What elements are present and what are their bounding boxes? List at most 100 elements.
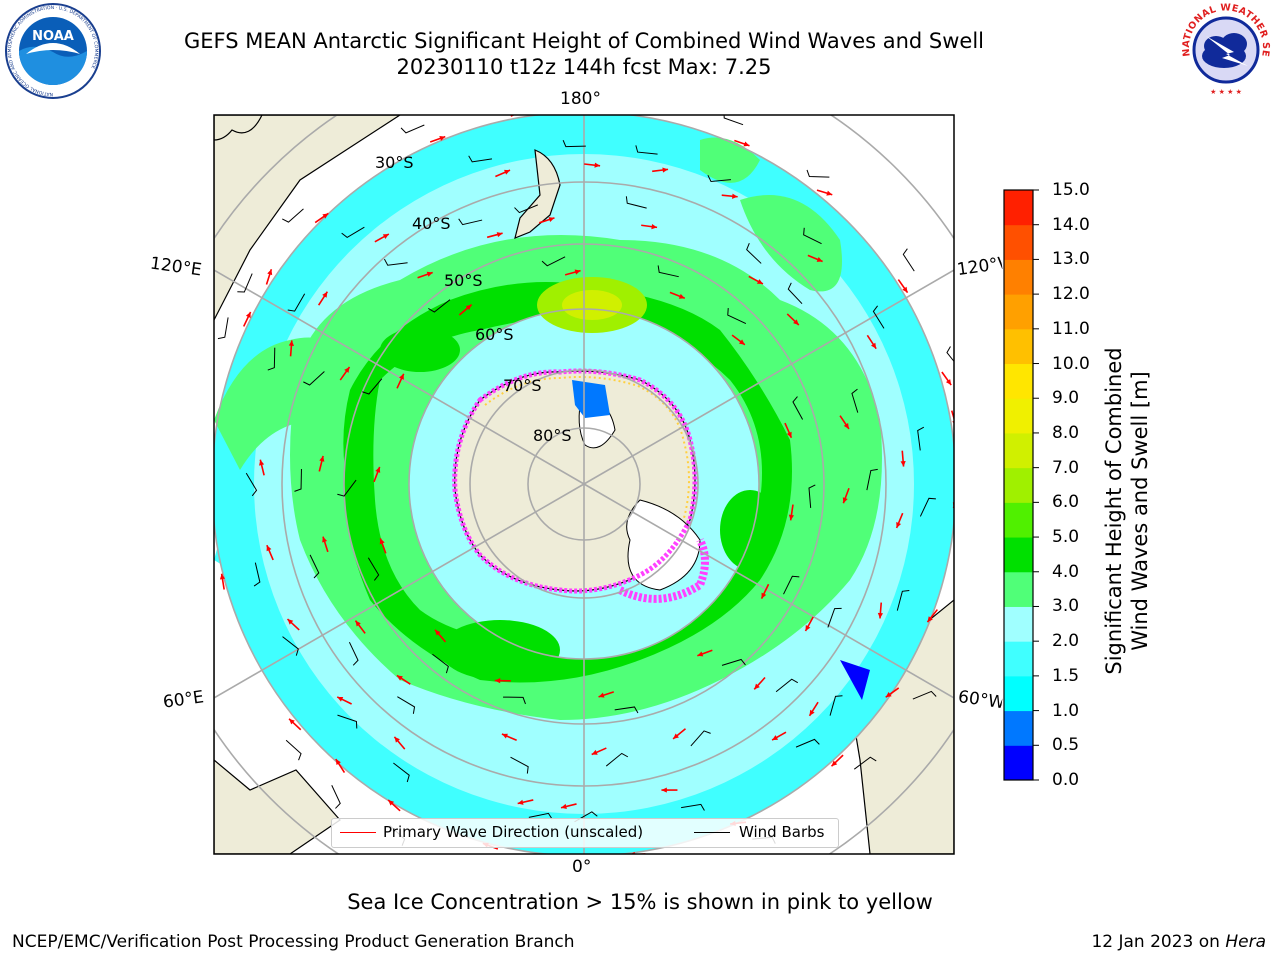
wind-barb — [787, 282, 803, 305]
wind-barb — [253, 562, 261, 587]
wind-barb — [946, 346, 954, 363]
wind-barb — [303, 371, 325, 386]
wave-direction-arrowhead — [379, 538, 385, 545]
wave-direction-arrowhead — [927, 616, 933, 623]
wave-direction-arrowhead — [388, 800, 394, 806]
wave-direction-arrowhead — [761, 592, 767, 599]
colorbar-tick-label: 8.0 — [1052, 422, 1080, 443]
wave-direction-arrowhead — [786, 431, 792, 438]
colorbar-segment — [1004, 432, 1033, 469]
wind-barb — [851, 388, 859, 413]
wave-direction-arrowhead — [337, 696, 344, 702]
wind-barb — [853, 756, 877, 770]
wave-direction-arrowhead — [504, 169, 511, 175]
wind-barb — [541, 256, 566, 267]
wind-barb — [808, 484, 816, 508]
wind-barb — [681, 803, 705, 811]
wave-direction-arrowhead — [809, 709, 815, 716]
wave-direction-arrowhead — [394, 736, 400, 743]
wave-direction-arrowhead — [322, 213, 329, 219]
colorbar-segment — [1004, 328, 1033, 365]
wave-direction-arrowhead — [877, 612, 884, 619]
wind-barb — [959, 386, 970, 409]
colorbar-tick-label: 5.0 — [1052, 527, 1080, 548]
wave-direction-arrowhead — [465, 304, 472, 311]
wind-barb — [245, 472, 258, 497]
lat-label-60s: 60°S — [475, 325, 514, 344]
legend-primary-label: Primary Wave Direction (unscaled) — [383, 823, 644, 841]
wave-direction-arrowhead — [591, 749, 598, 755]
wave-direction-arrowhead — [289, 718, 295, 725]
wind-barb — [829, 695, 843, 716]
lat-label-70s: 70°S — [503, 376, 542, 395]
wind-barb — [468, 155, 493, 163]
wind-barb — [528, 812, 553, 820]
colorbar-segment — [1004, 675, 1033, 712]
wave-direction-arrowhead — [245, 312, 251, 319]
wind-barb — [514, 204, 539, 214]
wave-direction-arrowhead — [870, 342, 877, 349]
wind-barb — [827, 607, 842, 628]
colorbar-tick-label: 11.0 — [1052, 318, 1090, 339]
wind-barb — [282, 636, 299, 656]
wave-direction-arrowhead — [322, 536, 328, 543]
wind-barb — [562, 139, 586, 148]
wave-direction-arrowhead — [945, 379, 952, 386]
wave-direction-arrowhead — [322, 291, 328, 298]
wind-barb — [282, 208, 304, 223]
colorbar-tick-label: 3.0 — [1052, 596, 1080, 617]
wind-barb — [193, 524, 203, 547]
chart-title: GEFS MEAN Antarctic Significant Height o… — [183, 29, 985, 53]
lat-label-80s: 80°S — [533, 426, 572, 445]
wind-barb — [294, 468, 302, 492]
wind-barb — [912, 690, 937, 700]
colorbar-tick-label: 6.0 — [1052, 492, 1080, 513]
wind-barb — [458, 218, 483, 226]
antarctica — [452, 368, 709, 603]
wave-direction-arrowhead — [900, 461, 906, 467]
wave-direction-arrowhead — [219, 573, 226, 580]
wave-direction-arrowhead — [288, 340, 295, 346]
wave-direction-arrowhead — [519, 109, 525, 114]
wave-direction-arrowhead — [896, 521, 902, 528]
wave-direction-arrowhead — [399, 373, 404, 380]
land-australia — [214, 580, 341, 854]
wave-direction-arrowhead — [579, 110, 585, 115]
lat-label-30s: 30°S — [375, 153, 414, 172]
wave-direction-arrowhead — [435, 629, 441, 636]
wind-barb — [872, 305, 885, 329]
wind-barb — [707, 174, 731, 182]
wind-barb — [803, 227, 822, 245]
wind-barb — [337, 714, 358, 729]
wind-barb — [727, 308, 747, 324]
colorbar-segment — [1004, 259, 1033, 295]
wave-direction-arrowhead — [598, 692, 605, 698]
wave-direction-arrowhead — [743, 141, 750, 147]
wave-direction-arrowhead — [501, 733, 508, 739]
wind-barb — [977, 477, 993, 495]
land-new-zealand — [514, 149, 561, 239]
colorbar-tick-label: 1.0 — [1052, 700, 1080, 721]
wave-direction-arrowhead — [517, 799, 524, 805]
wave-direction-arrow — [210, 429, 211, 445]
wind-barb — [510, 756, 529, 774]
wave-direction-arrowhead — [902, 286, 908, 293]
colorbar-tick-label: 15.0 — [1052, 180, 1090, 200]
wind-barb — [337, 479, 357, 497]
wind-barb — [432, 653, 449, 674]
wind-barb — [362, 378, 383, 395]
lon-label-180: 180° — [560, 89, 601, 109]
wave-direction-arrowhead — [843, 423, 849, 429]
wind-barb — [690, 730, 711, 747]
colorbar-segment — [1004, 571, 1033, 607]
svg-text:NOAA: NOAA — [32, 29, 74, 44]
wave-direction-arrowhead — [267, 269, 273, 276]
wind-barb — [237, 273, 253, 293]
wind-barb — [331, 785, 341, 809]
wave-direction-arrowhead — [344, 366, 350, 373]
colorbar-segment — [1004, 537, 1033, 573]
wind-barb — [723, 115, 744, 126]
wave-direction-arrow — [636, 110, 652, 112]
wind-barb — [795, 738, 820, 748]
wave-direction-arrowhead — [738, 339, 745, 345]
